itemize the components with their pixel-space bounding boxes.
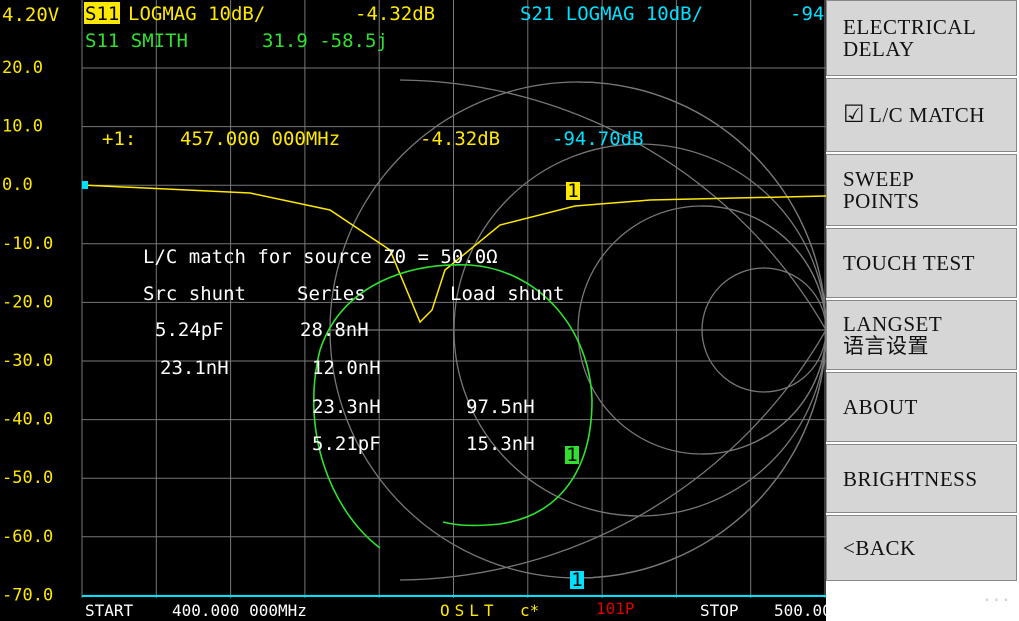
grid	[81, 0, 826, 598]
s21-format: S21 LOGMAG 10dB/	[520, 3, 703, 25]
marker-frequency: 457.000 000MHz	[180, 128, 340, 150]
lc-header: Series	[297, 283, 366, 305]
menu-label: LANGSET 语言设置	[843, 312, 943, 358]
reference-marker	[82, 181, 88, 189]
lc-value: 5.21pF	[312, 433, 381, 455]
menu-label: ABOUT	[843, 395, 918, 419]
stop-label: STOP	[700, 601, 739, 620]
marker-s21: -94.70dB	[552, 128, 644, 150]
more: ...	[982, 586, 1011, 605]
menu: ELECTRICAL DELAY ☑ L/C MATCH SWEEP POINTS TO…	[826, 0, 1019, 621]
menu-label: ELECTRICAL DELAY	[843, 15, 977, 61]
y-axis-label: -20.0	[2, 292, 53, 312]
menu-button[interactable]: TOUCH TEST	[826, 228, 1017, 298]
lc-value: 12.0nH	[312, 357, 381, 379]
lc-value: 28.8nH	[300, 319, 369, 341]
menu-button[interactable]: ELECTRICAL DELAY	[826, 0, 1017, 76]
lc-value: 15.3nH	[466, 433, 535, 455]
s11-value: -4.32dB	[355, 3, 435, 25]
lc-header: Load shunt	[450, 283, 564, 305]
y-axis-label: -40.0	[2, 410, 53, 430]
lc-match: L/C match for source Z0 = 50.0Ω Src shun…	[143, 246, 564, 455]
menu-button[interactable]: <BACK	[826, 515, 1017, 581]
s11-logmag-trace	[81, 184, 826, 324]
smith-label: S11 SMITH	[85, 30, 188, 52]
y-axis-label: -10.0	[2, 234, 53, 254]
stop-frequency: 500.000 000MHz	[774, 601, 826, 620]
menu-label: TOUCH TEST	[843, 251, 975, 275]
y-axis-label: 20.0	[2, 58, 43, 78]
lc-value: 23.1nH	[160, 357, 229, 379]
calibration-flag: c*	[520, 601, 539, 620]
battery: 4.20V	[2, 4, 59, 26]
lc-value: 5.24pF	[155, 319, 224, 341]
lc-title: L/C match for source Z0 = 50.0Ω	[143, 246, 498, 268]
y-axis-label: -30.0	[2, 351, 53, 371]
marker-label: +1:	[102, 128, 136, 150]
menu-label: SWEEP POINTS	[843, 167, 920, 213]
lc-value: 23.3nH	[312, 396, 381, 418]
smith-value: 31.9 -58.5j	[262, 30, 388, 52]
marker-flag: 1	[571, 569, 582, 591]
menu-button[interactable]: ABOUT	[826, 372, 1017, 442]
screen: 1 1 1 4.20V S11 LOGMAG 10dB/ -4.32dB S21…	[2, 0, 826, 620]
y-axis-label: -60.0	[2, 527, 53, 547]
marker-flag: 1	[567, 180, 578, 202]
s11-format: LOGMAG 10dB/	[128, 3, 265, 25]
y-axis-label: -50.0	[2, 468, 53, 488]
menu-button[interactable]: ☑ L/C MATCH	[826, 78, 1017, 152]
menu-button[interactable]: BRIGHTNESS	[826, 444, 1017, 513]
s11-label: S11	[85, 3, 119, 25]
s21-value: -94	[790, 3, 824, 25]
calibration: OSLT	[440, 601, 499, 620]
lc-header: Src shunt	[143, 283, 246, 305]
smith-trace	[313, 264, 593, 549]
menu-label: <BACK	[843, 536, 916, 560]
s11-label-bg	[84, 2, 120, 24]
y-axis-label: 10.0	[2, 117, 43, 137]
marker-flags: 1 1 1	[565, 180, 584, 591]
lc-value: 97.5nH	[466, 396, 535, 418]
y-axis-label: -70.0	[2, 585, 53, 605]
menu-button[interactable]: LANGSET 语言设置	[826, 300, 1017, 370]
checkbox[interactable]: ☑	[843, 102, 866, 128]
menu-button[interactable]: SWEEP POINTS	[826, 154, 1017, 226]
menu-label: BRIGHTNESS	[843, 466, 978, 491]
footer: START 400.000 000MHz OSLT c* 101P STOP 5…	[85, 599, 826, 620]
menu-label: L/C MATCH	[869, 103, 985, 127]
y-axis-label: 0.0	[2, 175, 33, 195]
marker-s11: -4.32dB	[420, 128, 500, 150]
smith-chart	[329, 79, 826, 581]
start-label: START	[85, 601, 134, 620]
start-frequency: 400.000 000MHz	[172, 601, 307, 620]
marker-flag: 1	[566, 444, 577, 466]
points: 101P	[596, 599, 635, 618]
